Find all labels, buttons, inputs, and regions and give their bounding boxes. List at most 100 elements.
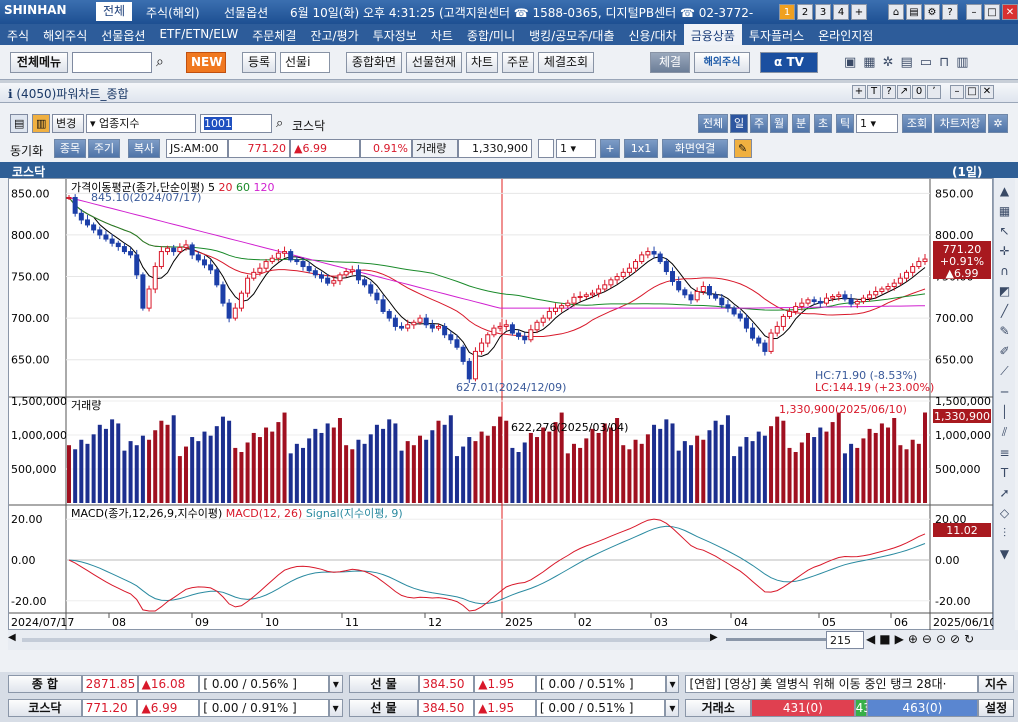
menu-item[interactable]: 신용/대차 — [628, 29, 677, 43]
menu-item[interactable]: ETF/ETN/ELW — [159, 27, 239, 41]
search-icon[interactable]: ⌕ — [276, 116, 284, 131]
period-all-button[interactable]: 전체 — [698, 114, 728, 133]
hline-icon[interactable]: ─ — [1000, 385, 1009, 399]
zoom-reset-icon[interactable]: ⊙ — [935, 632, 946, 646]
page-select[interactable]: 1 ▾ — [556, 139, 596, 158]
menu-item[interactable]: 선물옵션 — [101, 29, 146, 43]
next-icon[interactable]: ▶ — [894, 632, 904, 646]
register-button[interactable]: 등록 — [242, 52, 276, 73]
trend-icon[interactable]: ⟋ — [1000, 364, 1009, 378]
futures-now-button[interactable]: 선물현재 — [406, 52, 462, 73]
zoom-out-icon[interactable]: ⊖ — [921, 632, 932, 646]
link-icon[interactable]: ↗ — [897, 85, 911, 99]
change-button[interactable]: 변경 — [52, 114, 84, 133]
chart-area[interactable]: 650.00650.00700.00700.00750.00750.00800.… — [8, 178, 996, 631]
scroll-right-icon[interactable]: ▶ — [710, 632, 718, 643]
order-button[interactable]: 주문 — [502, 52, 534, 73]
shape-icon[interactable]: ◇ — [999, 506, 1010, 520]
pencil-icon[interactable]: ✎ — [734, 139, 752, 158]
maximize-icon[interactable]: □ — [965, 85, 979, 99]
fill-button[interactable]: 체결 — [650, 52, 690, 73]
menu-item[interactable]: 투자플러스 — [748, 29, 805, 43]
menu-item[interactable]: 주문체결 — [252, 29, 297, 43]
vline-icon[interactable]: │ — [1000, 405, 1009, 419]
news-ticker[interactable]: [연합] [영상] 美 열병식 위해 이동 중인 탱크 28대· — [685, 675, 979, 693]
menu-item[interactable]: 투자정보 — [372, 29, 417, 43]
scroll-left-icon[interactable]: ◀ — [8, 632, 16, 643]
checkbox[interactable] — [538, 139, 554, 158]
title-item[interactable]: 선물옵션 — [224, 6, 269, 20]
period-month-button[interactable]: 월 — [770, 114, 788, 133]
period-day-button[interactable]: 일 — [730, 114, 748, 133]
settings-icon[interactable]: ⚙ — [924, 4, 940, 20]
menu-item[interactable]: 잔고/평가 — [310, 29, 359, 43]
crosshair-icon[interactable]: ✛ — [999, 244, 1010, 258]
exec-query-button[interactable]: 체결조회 — [538, 52, 594, 73]
text-icon[interactable]: T — [1000, 466, 1009, 480]
period-second-button[interactable]: 초 — [814, 114, 832, 133]
window-3-button[interactable]: 3 — [815, 4, 831, 20]
title-tab-all[interactable]: 전체 — [96, 2, 132, 21]
chart-type-icon[interactable]: ▥ — [32, 114, 50, 133]
gear-icon[interactable]: ✲ — [988, 114, 1008, 133]
stop-icon[interactable]: ■ — [879, 632, 891, 646]
refresh-icon[interactable]: ↻ — [964, 632, 975, 646]
eraser-icon[interactable]: ◩ — [998, 284, 1011, 298]
chart-save-button[interactable]: 차트저장 — [934, 114, 986, 133]
window-add-button[interactable]: + — [851, 4, 867, 20]
list-icon[interactable]: ▤ — [10, 114, 28, 133]
code-input[interactable]: 1001 ▾ — [200, 114, 272, 133]
close-icon[interactable]: ✕ — [1002, 4, 1018, 20]
screen-combo[interactable]: 선물i — [280, 52, 330, 73]
close-icon[interactable]: ✕ — [980, 85, 994, 99]
period-week-button[interactable]: 주 — [750, 114, 768, 133]
period-tick-button[interactable]: 틱 — [836, 114, 854, 133]
fan-icon[interactable]: ⫶ — [1002, 526, 1006, 540]
sync-period-button[interactable]: 주기 — [88, 139, 120, 158]
bar-count-field[interactable]: 215 — [826, 631, 864, 649]
grid-icon[interactable]: ▦ — [998, 204, 1011, 218]
screen-search-input[interactable] — [72, 52, 152, 73]
period-minute-button[interactable]: 분 — [792, 114, 810, 133]
overseas-stock-button[interactable]: 해외주식 — [694, 52, 750, 73]
all-menu-button[interactable]: 전체메뉴 — [10, 52, 68, 73]
index-button[interactable]: 지수 — [978, 675, 1014, 693]
copy-button[interactable]: 복사 — [128, 139, 160, 158]
window-icon[interactable]: ▭ — [919, 55, 933, 70]
window-4-button[interactable]: 4 — [833, 4, 849, 20]
channel-icon[interactable]: ⫽ — [1001, 425, 1008, 439]
dropdown-icon[interactable]: ▾ — [665, 699, 680, 717]
save-icon[interactable]: ▥ — [956, 55, 969, 70]
plus-button[interactable]: + — [600, 139, 620, 158]
category-select[interactable]: ▾ 업종지수 — [86, 114, 196, 133]
total-screen-button[interactable]: 종합화면 — [346, 52, 402, 73]
minimize-icon[interactable]: – — [966, 4, 982, 20]
pin-icon[interactable]: T — [867, 85, 881, 99]
menu-item[interactable]: 해외주식 — [43, 29, 88, 43]
zoom-fit-icon[interactable]: ⊘ — [950, 632, 961, 646]
help-icon[interactable]: ? — [942, 4, 958, 20]
sync-item-button[interactable]: 종목 — [54, 139, 86, 158]
arrow-icon[interactable]: ➚ — [999, 486, 1010, 500]
gear-icon[interactable]: ✲ — [882, 55, 894, 70]
period-count-select[interactable]: 1 ▾ — [856, 114, 898, 133]
menu-item[interactable]: 차트 — [430, 29, 453, 43]
zero-icon[interactable]: 0 — [912, 85, 926, 99]
search-icon[interactable]: ⌕ — [156, 54, 164, 70]
calculator-icon[interactable]: ▦ — [863, 55, 876, 70]
print-icon[interactable]: ▤ — [906, 4, 922, 20]
screen-link-button[interactable]: 화면연결 — [662, 139, 728, 158]
top-icon[interactable]: ʼ — [927, 85, 941, 99]
window-2-button[interactable]: 2 — [797, 4, 813, 20]
zoom-in-icon[interactable]: ⊕ — [907, 632, 918, 646]
menu-item[interactable]: 뱅킹/공모주/대출 — [529, 29, 615, 43]
minimize-icon[interactable]: – — [950, 85, 964, 99]
scroll-track[interactable] — [22, 638, 710, 642]
home-icon[interactable]: ⌂ — [888, 4, 904, 20]
new-badge[interactable]: NEW — [186, 52, 226, 73]
layout-icon[interactable]: ▤ — [900, 55, 913, 70]
brush-icon[interactable]: ✐ — [999, 344, 1010, 358]
menu-item-selected[interactable]: 금융상품 — [683, 24, 742, 45]
layout-button[interactable]: 1x1 — [624, 139, 658, 158]
magnet-icon[interactable]: ∩ — [1000, 264, 1009, 278]
